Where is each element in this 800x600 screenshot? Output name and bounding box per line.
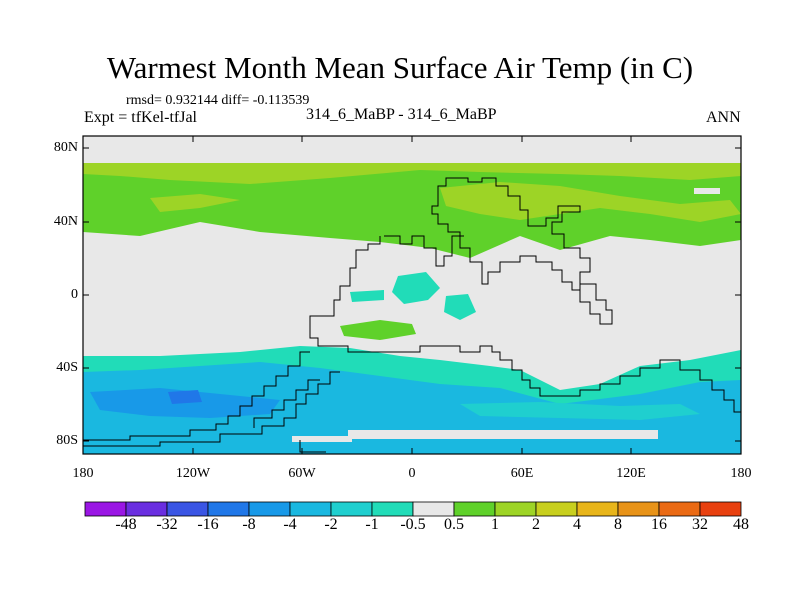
season-label: ANN bbox=[706, 109, 741, 126]
lon-label-120e: 120E bbox=[616, 466, 646, 481]
colorbar-swatch bbox=[371, 501, 414, 517]
colorbar-label: 16 bbox=[651, 516, 667, 533]
lat-label-0: 0 bbox=[71, 287, 78, 302]
colorbar-label: 1 bbox=[491, 516, 499, 533]
southern-cold-spot bbox=[168, 390, 202, 404]
colorbar-label: -16 bbox=[197, 516, 219, 533]
colorbar-label: -4 bbox=[283, 516, 297, 533]
experiment-label: Expt = tfKel-tfJal bbox=[84, 109, 197, 126]
colorbar-label: -1 bbox=[365, 516, 379, 533]
coastline-southern-1 bbox=[83, 351, 310, 441]
colorbar-label: -8 bbox=[242, 516, 256, 533]
colorbar-label: -0.5 bbox=[400, 516, 426, 533]
southern-cool-patch bbox=[460, 402, 700, 420]
antarctic-gap-2 bbox=[292, 436, 352, 442]
colorbar-label: 48 bbox=[733, 516, 749, 533]
lon-label-60w: 60W bbox=[288, 466, 316, 481]
tropical-patch-2 bbox=[444, 294, 476, 320]
colorbar-swatch bbox=[453, 501, 496, 517]
coastline-southern-3 bbox=[253, 379, 320, 428]
colorbar-label: 2 bbox=[532, 516, 540, 533]
colorbar-label: -2 bbox=[324, 516, 338, 533]
coastline-antarctic-tip bbox=[299, 440, 326, 453]
colorbar-swatch bbox=[84, 501, 127, 517]
map-field bbox=[83, 136, 741, 454]
coastline-africa bbox=[309, 236, 741, 413]
tropical-patch-1 bbox=[392, 272, 440, 304]
colorbar-swatch bbox=[658, 501, 701, 517]
axis-ticks bbox=[83, 136, 741, 454]
lon-label-180e: 180 bbox=[730, 466, 752, 481]
colorbar-swatch bbox=[125, 501, 168, 517]
lon-label-0: 0 bbox=[408, 466, 416, 481]
chart-title: Warmest Month Mean Surface Air Temp (in … bbox=[106, 50, 694, 85]
colorbar-swatch bbox=[699, 501, 742, 517]
colorbar-swatch bbox=[412, 501, 455, 517]
chart-subtitle: 314_6_MaBP - 314_6_MaBP bbox=[306, 106, 497, 123]
lat-label-80n: 80N bbox=[53, 140, 78, 155]
colorbar-swatch bbox=[289, 501, 332, 517]
colorbar-label: 32 bbox=[692, 516, 708, 533]
antarctic-gap bbox=[348, 430, 658, 439]
coastline-southern-2 bbox=[83, 371, 340, 447]
colorbar-swatch bbox=[330, 501, 373, 517]
tropical-patch-3 bbox=[340, 320, 416, 340]
lon-label-120w: 120W bbox=[175, 466, 211, 481]
lat-label-80s: 80S bbox=[56, 433, 78, 448]
colorbar-swatch bbox=[576, 501, 619, 517]
colorbar-swatch bbox=[207, 501, 250, 517]
rmsd-diff-stats: rmsd= 0.932144 diff= -0.113539 bbox=[126, 93, 310, 108]
colorbar-label: 4 bbox=[573, 516, 581, 533]
colorbar-swatch bbox=[535, 501, 578, 517]
northern-patch bbox=[150, 194, 240, 212]
colorbar-label: -48 bbox=[115, 516, 137, 533]
northern-gap bbox=[694, 188, 720, 194]
colorbar-label: 8 bbox=[614, 516, 622, 533]
colorbar-label: -32 bbox=[156, 516, 178, 533]
colorbar-label: 0.5 bbox=[444, 516, 464, 533]
northern-warm-band bbox=[83, 163, 741, 258]
coastline-islands bbox=[579, 283, 613, 325]
lon-label-180w: 180 bbox=[72, 466, 94, 481]
colorbar-swatch bbox=[166, 501, 209, 517]
lat-label-40n: 40N bbox=[53, 214, 78, 229]
colorbar-swatch bbox=[617, 501, 660, 517]
lon-label-60e: 60E bbox=[510, 466, 534, 481]
colorbar-swatch bbox=[248, 501, 291, 517]
coastlines bbox=[83, 177, 741, 453]
lat-label-40s: 40S bbox=[56, 360, 78, 375]
colorbar bbox=[84, 501, 742, 517]
coastline-europe bbox=[384, 235, 464, 267]
colorbar-swatch bbox=[494, 501, 537, 517]
northern-pale-band bbox=[83, 163, 741, 184]
asia-warm-patch bbox=[440, 182, 741, 222]
tropical-patch-4 bbox=[350, 290, 384, 302]
